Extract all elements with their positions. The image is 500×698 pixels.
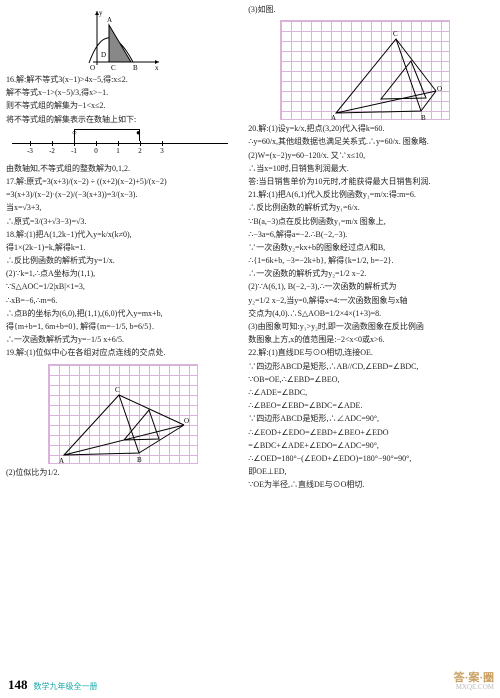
text-line: ∵四边形ABCD是矩形,∴AB//CD,∠EBD=∠BDC,: [248, 361, 482, 372]
text-line: ∵一次函数y₂=kx+b的图象经过点A和B,: [248, 242, 482, 253]
text-line: 21.解:(1)把A(6,1)代入反比例函数y₁=m/x:得:m=6.: [248, 189, 482, 200]
number-line: ○ ● -3 -2 -1 0 1 2 3: [12, 129, 234, 159]
svg-text:C: C: [111, 64, 116, 71]
page-content: y x O A B C D 16.解:解不等式3(x−1)>4x−5,得:x≤2…: [0, 0, 500, 496]
text-line: (3)如图.: [248, 4, 482, 15]
text-line: (2)位似比为1/2.: [6, 467, 240, 478]
text-line: 19.解:(1)位似中心在各组对应点连线的交点处.: [6, 347, 240, 358]
text-line: 得1×(2k−1)=k,解得k=1.: [6, 242, 240, 253]
svg-text:C: C: [115, 386, 120, 394]
page-footer: 148 数学九年级全一册: [8, 676, 98, 694]
text-line: ∵四边形ABCD是矩形,∴∠ADC=90°,: [248, 413, 482, 424]
watermark-url: MXQE.COM: [454, 684, 494, 692]
svg-text:O: O: [437, 85, 442, 93]
text-line: 22.解:(1)直线DE与⊙O相切,连接OE.: [248, 347, 482, 358]
bottom-left-grid: A B C O: [48, 364, 198, 464]
svg-text:A: A: [59, 457, 64, 465]
text-line: (3)由图象可知:y₁>y₂时,即一次函数图象在反比例函: [248, 321, 482, 332]
text-line: 18.解:(1)把A(1,2k−1)代入y=k/x(k≠0),: [6, 229, 240, 240]
text-line: ∴−3a=6,解得a=−2.∴B(−2,−3).: [248, 229, 482, 240]
watermark: 答·案·圈 MXQE.COM: [454, 672, 494, 692]
svg-text:y: y: [99, 9, 103, 17]
text-line: 得{m+b=1, 6m+b=0}, 解得{m=−1/5, b=6/5}.: [6, 321, 240, 332]
svg-text:C: C: [393, 30, 398, 38]
text-line: ∴反比例函数的解析式为y₁=6/x.: [248, 202, 482, 213]
svg-text:A: A: [331, 114, 336, 121]
text-line: ∴一次函数解析式为y=−1/5 x+6/5.: [6, 334, 240, 345]
text-line: ∴xB=−6,∴m=6.: [6, 295, 240, 306]
text-line: 17.解:原式=3(x+3)/(x−2) ÷ ((x+2)(x−2)+5)/(x…: [6, 176, 240, 187]
text-line: 解不等式x−1>(x−5)/3,得x>−1.: [6, 87, 240, 98]
text-line: ∴原式=3/(3+√3−3)=√3.: [6, 216, 240, 227]
text-line: ∵OE为半径,∴直线DE与⊙O相切.: [248, 479, 482, 490]
right-column: (3)如图. A B C O 20.解:(1)设y=k/x,把点(3,20)代入…: [248, 4, 482, 492]
text-line: 将不等式组的解集表示在数轴上如下:: [6, 114, 240, 125]
svg-text:D: D: [101, 51, 106, 59]
svg-text:A: A: [107, 16, 112, 24]
page-number: 148: [8, 676, 28, 694]
svg-text:x: x: [155, 64, 159, 71]
text-line: y₂=1/2 x−2,当y=0,解得x=4:一次函数图象与x轴: [248, 295, 482, 306]
text-line: ∴当x=10时,日销售利润最大.: [248, 163, 482, 174]
text-line: (2)W=(x−2)y=60−120/x. 又∵x≤10,: [248, 150, 482, 161]
text-line: 交点为(4,0).∴S△AOB=1/2×4×(1+3)=8.: [248, 308, 482, 319]
left-column: y x O A B C D 16.解:解不等式3(x−1)>4x−5,得:x≤2…: [6, 4, 240, 492]
svg-text:B: B: [133, 64, 138, 71]
text-line: ∴{1=6k+b, −3=−2k+b}, 解得{k=1/2, b=−2}.: [248, 255, 482, 266]
svg-text:B: B: [137, 456, 142, 464]
text-line: 20.解:(1)设y=k/x,把点(3,20)代入得k=60.: [248, 123, 482, 134]
top-curve-graph: y x O A B C D: [83, 7, 163, 71]
text-line: ∴一次函数的解析式为y₂=1/2 x−2.: [248, 268, 482, 279]
text-line: 由数轴知,不等式组的整数解为0,1,2.: [6, 163, 240, 174]
text-line: ∴∠OED=180°−(∠EOD+∠EDO)=180°−90°=90°,: [248, 453, 482, 464]
svg-text:B: B: [421, 114, 426, 121]
svg-text:O: O: [184, 417, 189, 425]
text-line: 即OE⊥ED,: [248, 466, 482, 477]
text-line: ∴y=60/x,其他组数据也满足关系式.∴y=60/x. 图象略.: [248, 136, 482, 147]
top-right-grid: A B C O: [280, 20, 450, 120]
text-line: 答:当日销售单价为10元时,才能获得最大日销售利润.: [248, 176, 482, 187]
text-line: ∴∠EOD+∠EDO=∠EBD+∠BEO+∠EDO: [248, 427, 482, 438]
text-line: 则不等式组的解集为−1<x≤2.: [6, 100, 240, 111]
text-line: ∴∠ADE=∠BDC,: [248, 387, 482, 398]
footer-text: 数学九年级全一册: [34, 681, 98, 692]
text-line: 数图象上方,x的值范围是:−2<x<0或x>6.: [248, 334, 482, 345]
text-line: 当x=√3+3,: [6, 202, 240, 213]
text-line: (2)∵k=1,∴点A坐标为(1,1),: [6, 268, 240, 279]
text-line: ∴反比例函数的解析式为y=1/x.: [6, 255, 240, 266]
text-line: 16.解:解不等式3(x−1)>4x−5,得:x≤2.: [6, 74, 240, 85]
text-line: ∴点B的坐标为(6,0),把(1,1),(6,0)代入y=mx+b,: [6, 308, 240, 319]
text-line: =3(x+3)/(x−2)·(x−2)/(−3(x+3))=3/(x−3).: [6, 189, 240, 200]
svg-text:O: O: [90, 64, 95, 71]
text-line: ∵OB=OE,∴∠EBD=∠BEO,: [248, 374, 482, 385]
text-line: (2)∵A(6,1), B(−2,−3),∴一次函数的解析式为: [248, 281, 482, 292]
text-line: ∵S△AOC=1/2|xB|×1=3,: [6, 281, 240, 292]
text-line: ∴∠BEO=∠EBD=∠BDC=∠ADE.: [248, 400, 482, 411]
text-line: =∠BDC+∠ADE+∠EDO=∠ADC=90°,: [248, 440, 482, 451]
text-line: ∵B(a,−3)点在反比例函数y₁=m/x 图象上,: [248, 216, 482, 227]
